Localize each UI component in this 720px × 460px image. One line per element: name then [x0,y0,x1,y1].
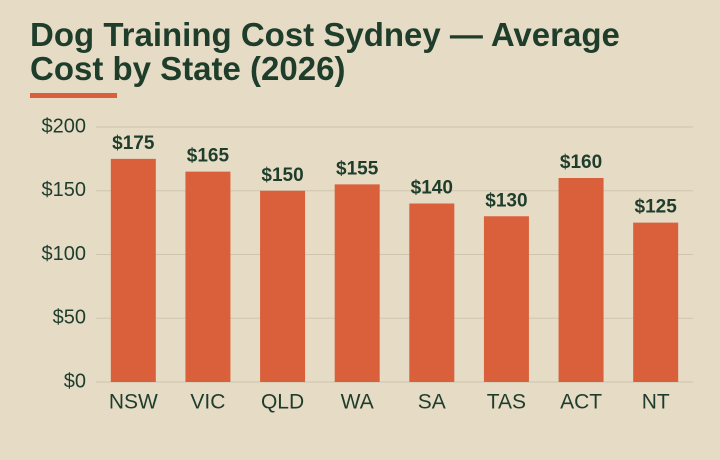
x-tick-label: TAS [487,391,526,414]
x-tick-label: QLD [261,391,304,414]
value-label: $155 [336,158,379,179]
value-label: $140 [411,178,453,199]
value-label: $160 [560,152,602,173]
bar [110,158,156,382]
bar [409,203,455,382]
value-label: $150 [261,165,303,186]
value-label: $165 [187,146,230,167]
bar [185,171,231,382]
y-tick-label: $50 [53,307,86,329]
value-label: $130 [485,190,527,211]
x-tick-label: ACT [560,391,602,414]
y-tick-label: $150 [42,179,87,201]
bar [633,222,679,382]
title-underline [30,93,117,98]
y-tick-label: $0 [64,370,86,392]
x-tick-label: WA [341,391,374,414]
x-tick-label: NT [642,391,670,414]
y-tick-label: $100 [42,243,87,265]
value-label: $175 [112,133,155,154]
bar [483,216,529,382]
bar [334,184,380,382]
value-label: $125 [635,197,678,218]
chart-title: Dog Training Cost Sydney — Average Cost … [30,16,620,87]
bar [260,190,306,382]
x-tick-label: SA [418,391,446,414]
y-tick-label: $200 [42,115,87,137]
x-tick-label: NSW [109,391,158,414]
bar [558,178,604,382]
x-tick-label: VIC [190,391,225,414]
